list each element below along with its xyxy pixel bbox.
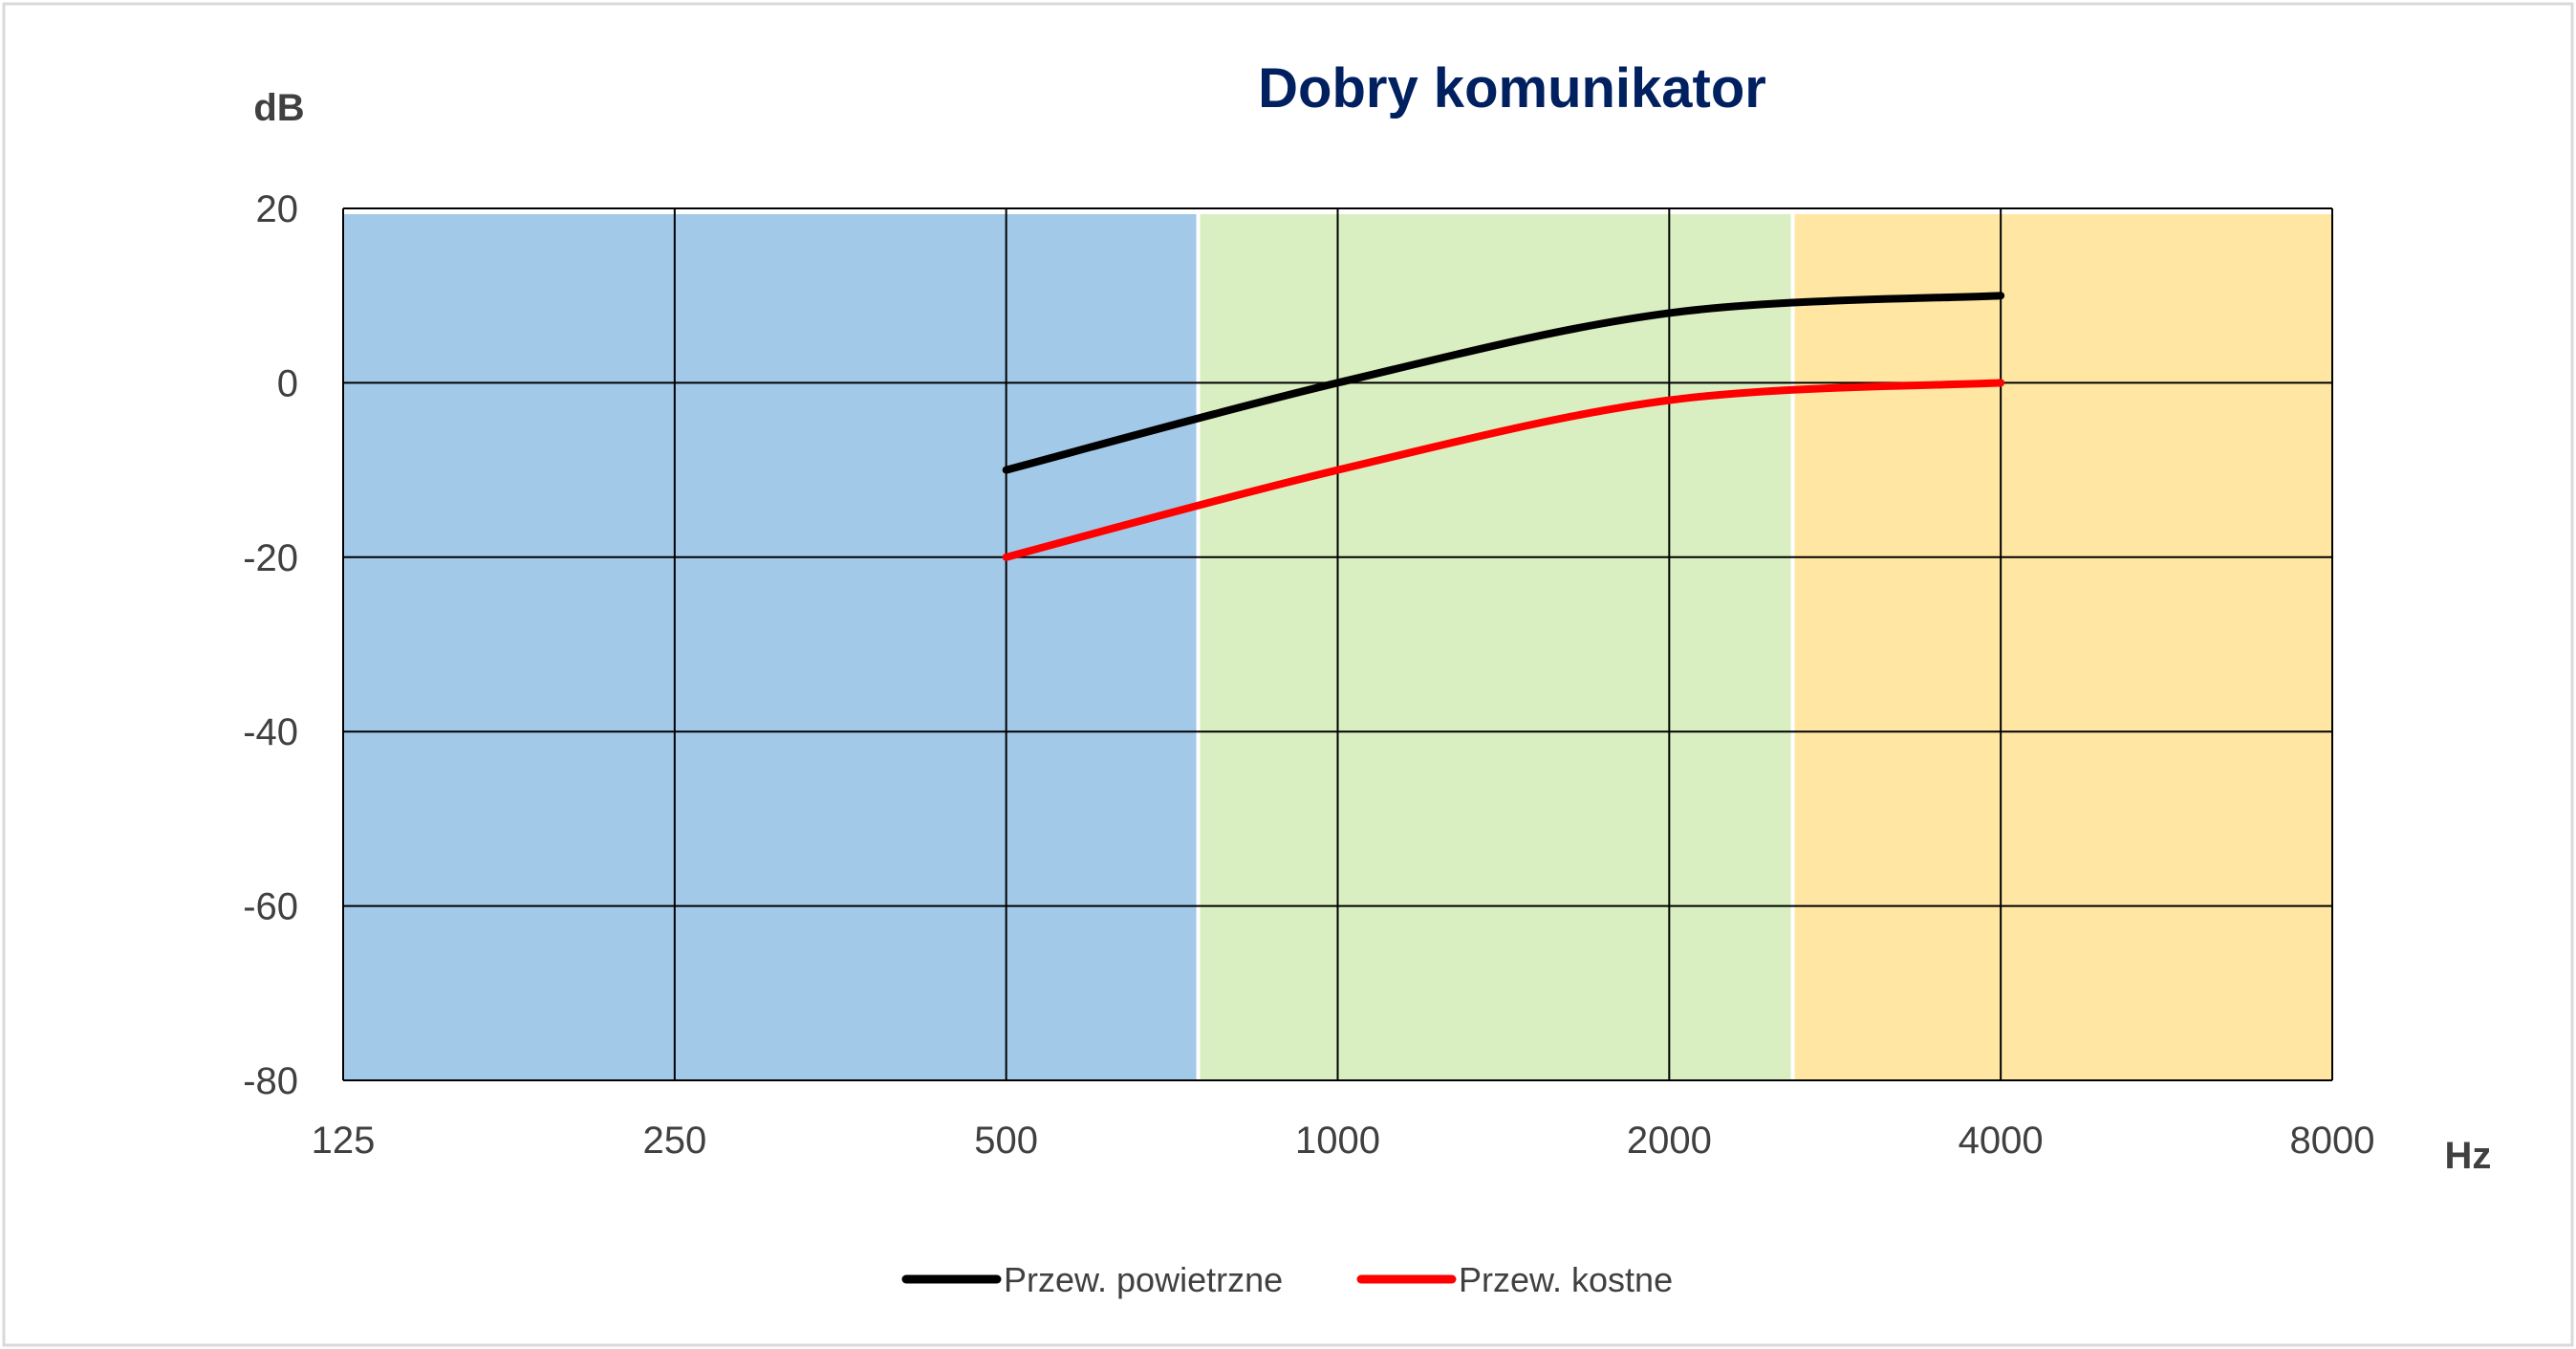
x-tick-label: 500 (974, 1120, 1038, 1162)
legend: Przew. powietrzne Przew. kostne (901, 1260, 1673, 1299)
band-1 (343, 214, 1197, 1080)
band-2 (1200, 214, 1791, 1080)
y-tick-label: -80 (243, 1060, 298, 1102)
x-tick-label: 2000 (1627, 1120, 1712, 1162)
y-axis-label: dB (253, 87, 304, 129)
x-axis-label: Hz (2445, 1135, 2492, 1177)
x-tick-label: 250 (642, 1120, 706, 1162)
y-tick-label: 0 (277, 362, 298, 404)
x-tick-label: 1000 (1295, 1120, 1380, 1162)
series-line-1 (1002, 292, 2005, 474)
y-tick-labels: 20 0 -20 -40 -60 -80 (243, 188, 298, 1102)
x-tick-label: 4000 (1959, 1120, 2044, 1162)
y-tick-label: -40 (243, 711, 298, 753)
legend-label-2: Przew. kostne (1459, 1260, 1673, 1299)
y-tick-label: -20 (243, 537, 298, 579)
y-tick-label: 20 (256, 188, 299, 230)
legend-label-1: Przew. powietrzne (1004, 1260, 1283, 1299)
x-tick-labels: 125 250 500 1000 2000 4000 8000 (312, 1120, 2375, 1162)
chart-title: Dobry komunikator (1258, 57, 1766, 120)
y-tick-label: -60 (243, 886, 298, 928)
x-tick-label: 125 (312, 1120, 376, 1162)
grid (342, 207, 2333, 1081)
band-3 (1794, 214, 2332, 1080)
series-lines (1002, 292, 2005, 561)
x-tick-label: 8000 (2290, 1120, 2375, 1162)
background-bands (343, 214, 2332, 1080)
series-line-2 (1002, 379, 2005, 561)
